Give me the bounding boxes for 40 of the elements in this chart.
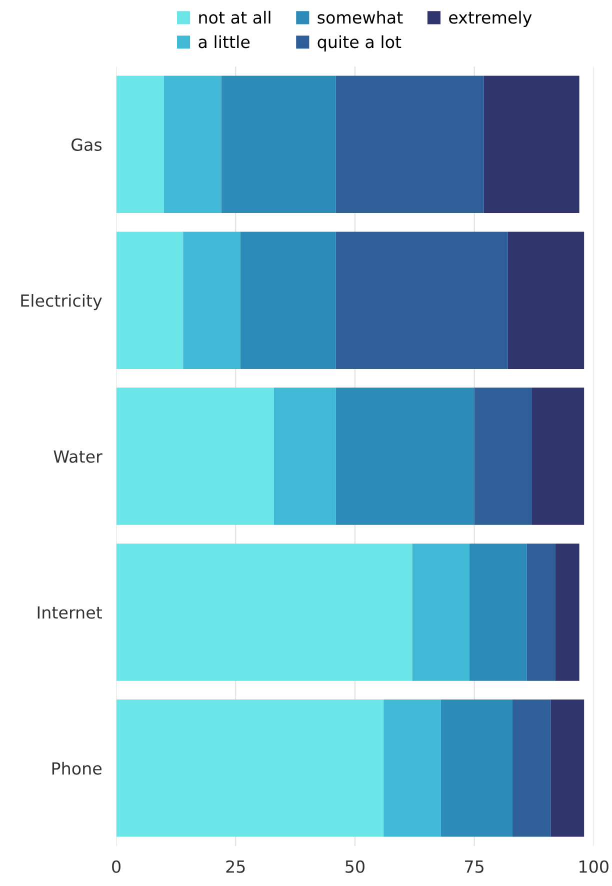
bar xyxy=(116,700,384,837)
bar xyxy=(336,388,474,525)
bar xyxy=(274,388,336,525)
x-tick-label: 75 xyxy=(465,860,484,873)
y-tick-label: Phone xyxy=(52,762,102,775)
bar xyxy=(221,76,336,214)
bar xyxy=(484,76,580,214)
bar xyxy=(512,700,551,837)
bar xyxy=(526,544,556,681)
bar xyxy=(183,232,240,369)
legend-label: extremely xyxy=(449,10,532,27)
bar xyxy=(470,544,527,681)
bar xyxy=(412,544,470,681)
bar xyxy=(532,388,584,525)
bar xyxy=(164,76,222,214)
x-tick-label: 50 xyxy=(346,860,364,873)
x-tick-label: 100 xyxy=(580,860,608,873)
bar xyxy=(508,232,584,369)
y-tick-label: Internet xyxy=(38,606,102,619)
bar xyxy=(336,232,508,369)
x-tick-label: 25 xyxy=(226,860,245,873)
legend-label: somewhat xyxy=(318,10,403,24)
y-tick-label: Electricity xyxy=(21,294,102,310)
y-tick-label: Water xyxy=(54,450,102,463)
bar xyxy=(116,388,274,525)
x-tick-label: 0 xyxy=(112,860,120,873)
bar xyxy=(474,388,532,525)
y-tick-label: Gas xyxy=(72,138,102,151)
legend-label: a little xyxy=(198,35,250,48)
bar xyxy=(555,544,580,681)
bar xyxy=(550,700,584,837)
bar xyxy=(116,232,184,369)
bar xyxy=(440,700,512,837)
bar xyxy=(384,700,441,837)
bar xyxy=(116,544,412,681)
legend-label: quite a lot xyxy=(318,35,402,52)
legend-label: not at all xyxy=(199,10,270,24)
bar xyxy=(240,232,336,369)
bar xyxy=(116,76,164,214)
bar xyxy=(336,76,484,214)
